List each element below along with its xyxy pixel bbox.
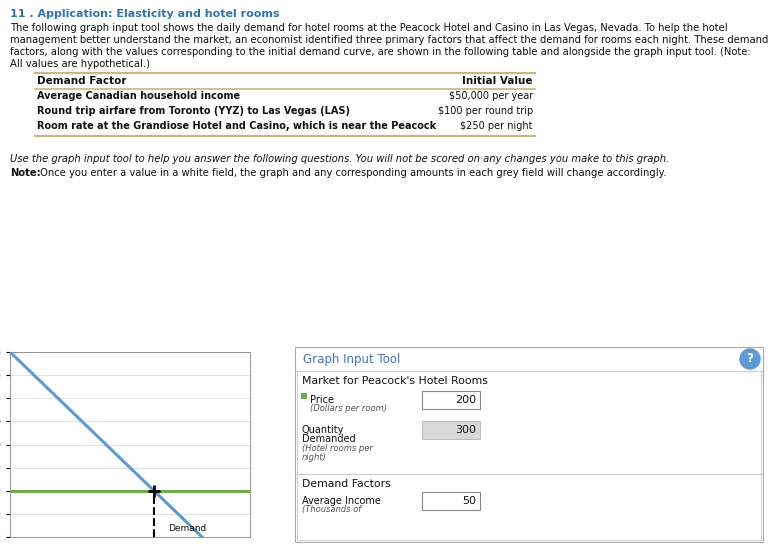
Text: Demand: Demand — [168, 524, 206, 533]
Text: Room rate at the Grandiose Hotel and Casino, which is near the Peacock: Room rate at the Grandiose Hotel and Cas… — [37, 121, 436, 131]
Circle shape — [740, 349, 760, 369]
Text: Demanded: Demanded — [302, 434, 355, 444]
Text: All values are hypothetical.): All values are hypothetical.) — [10, 59, 150, 69]
Text: The following graph input tool shows the daily demand for hotel rooms at the Pea: The following graph input tool shows the… — [10, 23, 728, 33]
FancyBboxPatch shape — [297, 371, 761, 474]
Text: night): night) — [302, 453, 327, 462]
FancyBboxPatch shape — [297, 474, 761, 540]
Text: (Dollars per room): (Dollars per room) — [310, 404, 387, 413]
FancyBboxPatch shape — [422, 391, 480, 409]
Text: Once you enter a value in a white field, the graph and any corresponding amounts: Once you enter a value in a white field,… — [37, 168, 667, 178]
Text: Initial Value: Initial Value — [462, 76, 533, 86]
Text: 200: 200 — [455, 395, 476, 405]
Text: Price: Price — [310, 395, 334, 405]
FancyBboxPatch shape — [422, 421, 480, 439]
FancyBboxPatch shape — [295, 347, 763, 542]
Text: Average Income: Average Income — [302, 496, 381, 506]
FancyBboxPatch shape — [422, 492, 480, 510]
Text: Quantity: Quantity — [302, 425, 345, 435]
Text: Graph Input Tool: Graph Input Tool — [303, 353, 400, 366]
Text: 50: 50 — [462, 496, 476, 506]
Text: (Thousands of: (Thousands of — [302, 505, 362, 514]
Text: factors, along with the values corresponding to the initial demand curve, are sh: factors, along with the values correspon… — [10, 47, 750, 57]
Text: Market for Peacock's Hotel Rooms: Market for Peacock's Hotel Rooms — [302, 376, 488, 386]
Bar — [301, 393, 307, 399]
Text: ?: ? — [747, 353, 753, 365]
Text: Demand Factors: Demand Factors — [302, 479, 391, 489]
Text: 11 . Application: Elasticity and hotel rooms: 11 . Application: Elasticity and hotel r… — [10, 9, 279, 19]
Text: 300: 300 — [455, 425, 476, 435]
Text: Use the graph input tool to help you answer the following questions. You will no: Use the graph input tool to help you ans… — [10, 154, 669, 164]
Text: management better understand the market, an economist identified three primary f: management better understand the market,… — [10, 35, 768, 45]
Text: $250 per night: $250 per night — [460, 121, 533, 131]
Text: Average Canadian household income: Average Canadian household income — [37, 91, 240, 101]
Text: Round trip airfare from Toronto (YYZ) to Las Vegas (LAS): Round trip airfare from Toronto (YYZ) to… — [37, 106, 350, 116]
Text: Demand Factor: Demand Factor — [37, 76, 126, 86]
Text: $100 per round trip: $100 per round trip — [438, 106, 533, 116]
Text: (Hotel rooms per: (Hotel rooms per — [302, 444, 373, 453]
Text: Note:: Note: — [10, 168, 41, 178]
Text: $50,000 per year: $50,000 per year — [449, 91, 533, 101]
